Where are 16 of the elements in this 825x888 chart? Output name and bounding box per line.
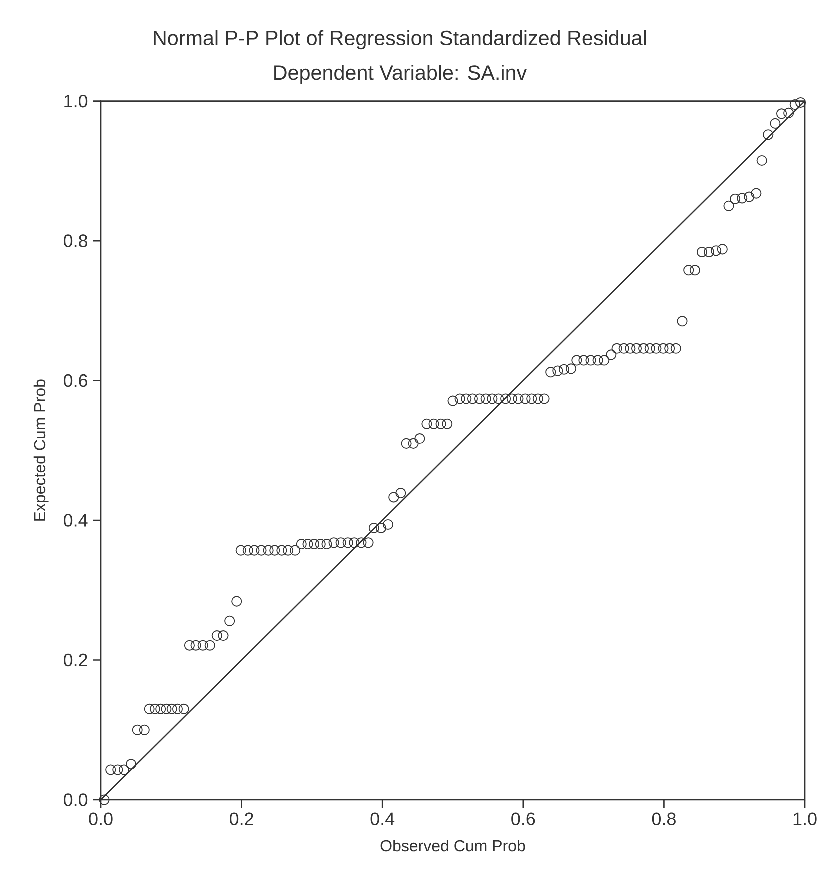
y-tick-label: 1.0 xyxy=(64,94,88,108)
y-tick-label: 0.0 xyxy=(64,794,88,806)
x-tick-label: 1.0 xyxy=(794,812,817,826)
x-axis-title: Observed Cum Prob xyxy=(380,840,526,852)
y-tick-label: 0.6 xyxy=(64,374,88,388)
y-tick-label: 0.4 xyxy=(64,514,88,527)
y-axis-title: Expected Cum Prob xyxy=(34,380,49,521)
chart-subtitle: Dependent Variable: SA.inv xyxy=(274,65,528,84)
x-tick-label: 0.4 xyxy=(370,812,395,826)
y-tick-label: 0.8 xyxy=(64,234,88,248)
y-tick-label: 0.2 xyxy=(64,654,88,667)
x-tick-label: 0.8 xyxy=(652,812,676,826)
x-tick-label: 0.6 xyxy=(512,812,536,826)
x-tick-label: 0.0 xyxy=(89,812,113,826)
x-tick-label: 0.2 xyxy=(230,812,254,826)
chart-title: Normal P-P Plot of Regression Standardized Residual xyxy=(154,30,646,50)
